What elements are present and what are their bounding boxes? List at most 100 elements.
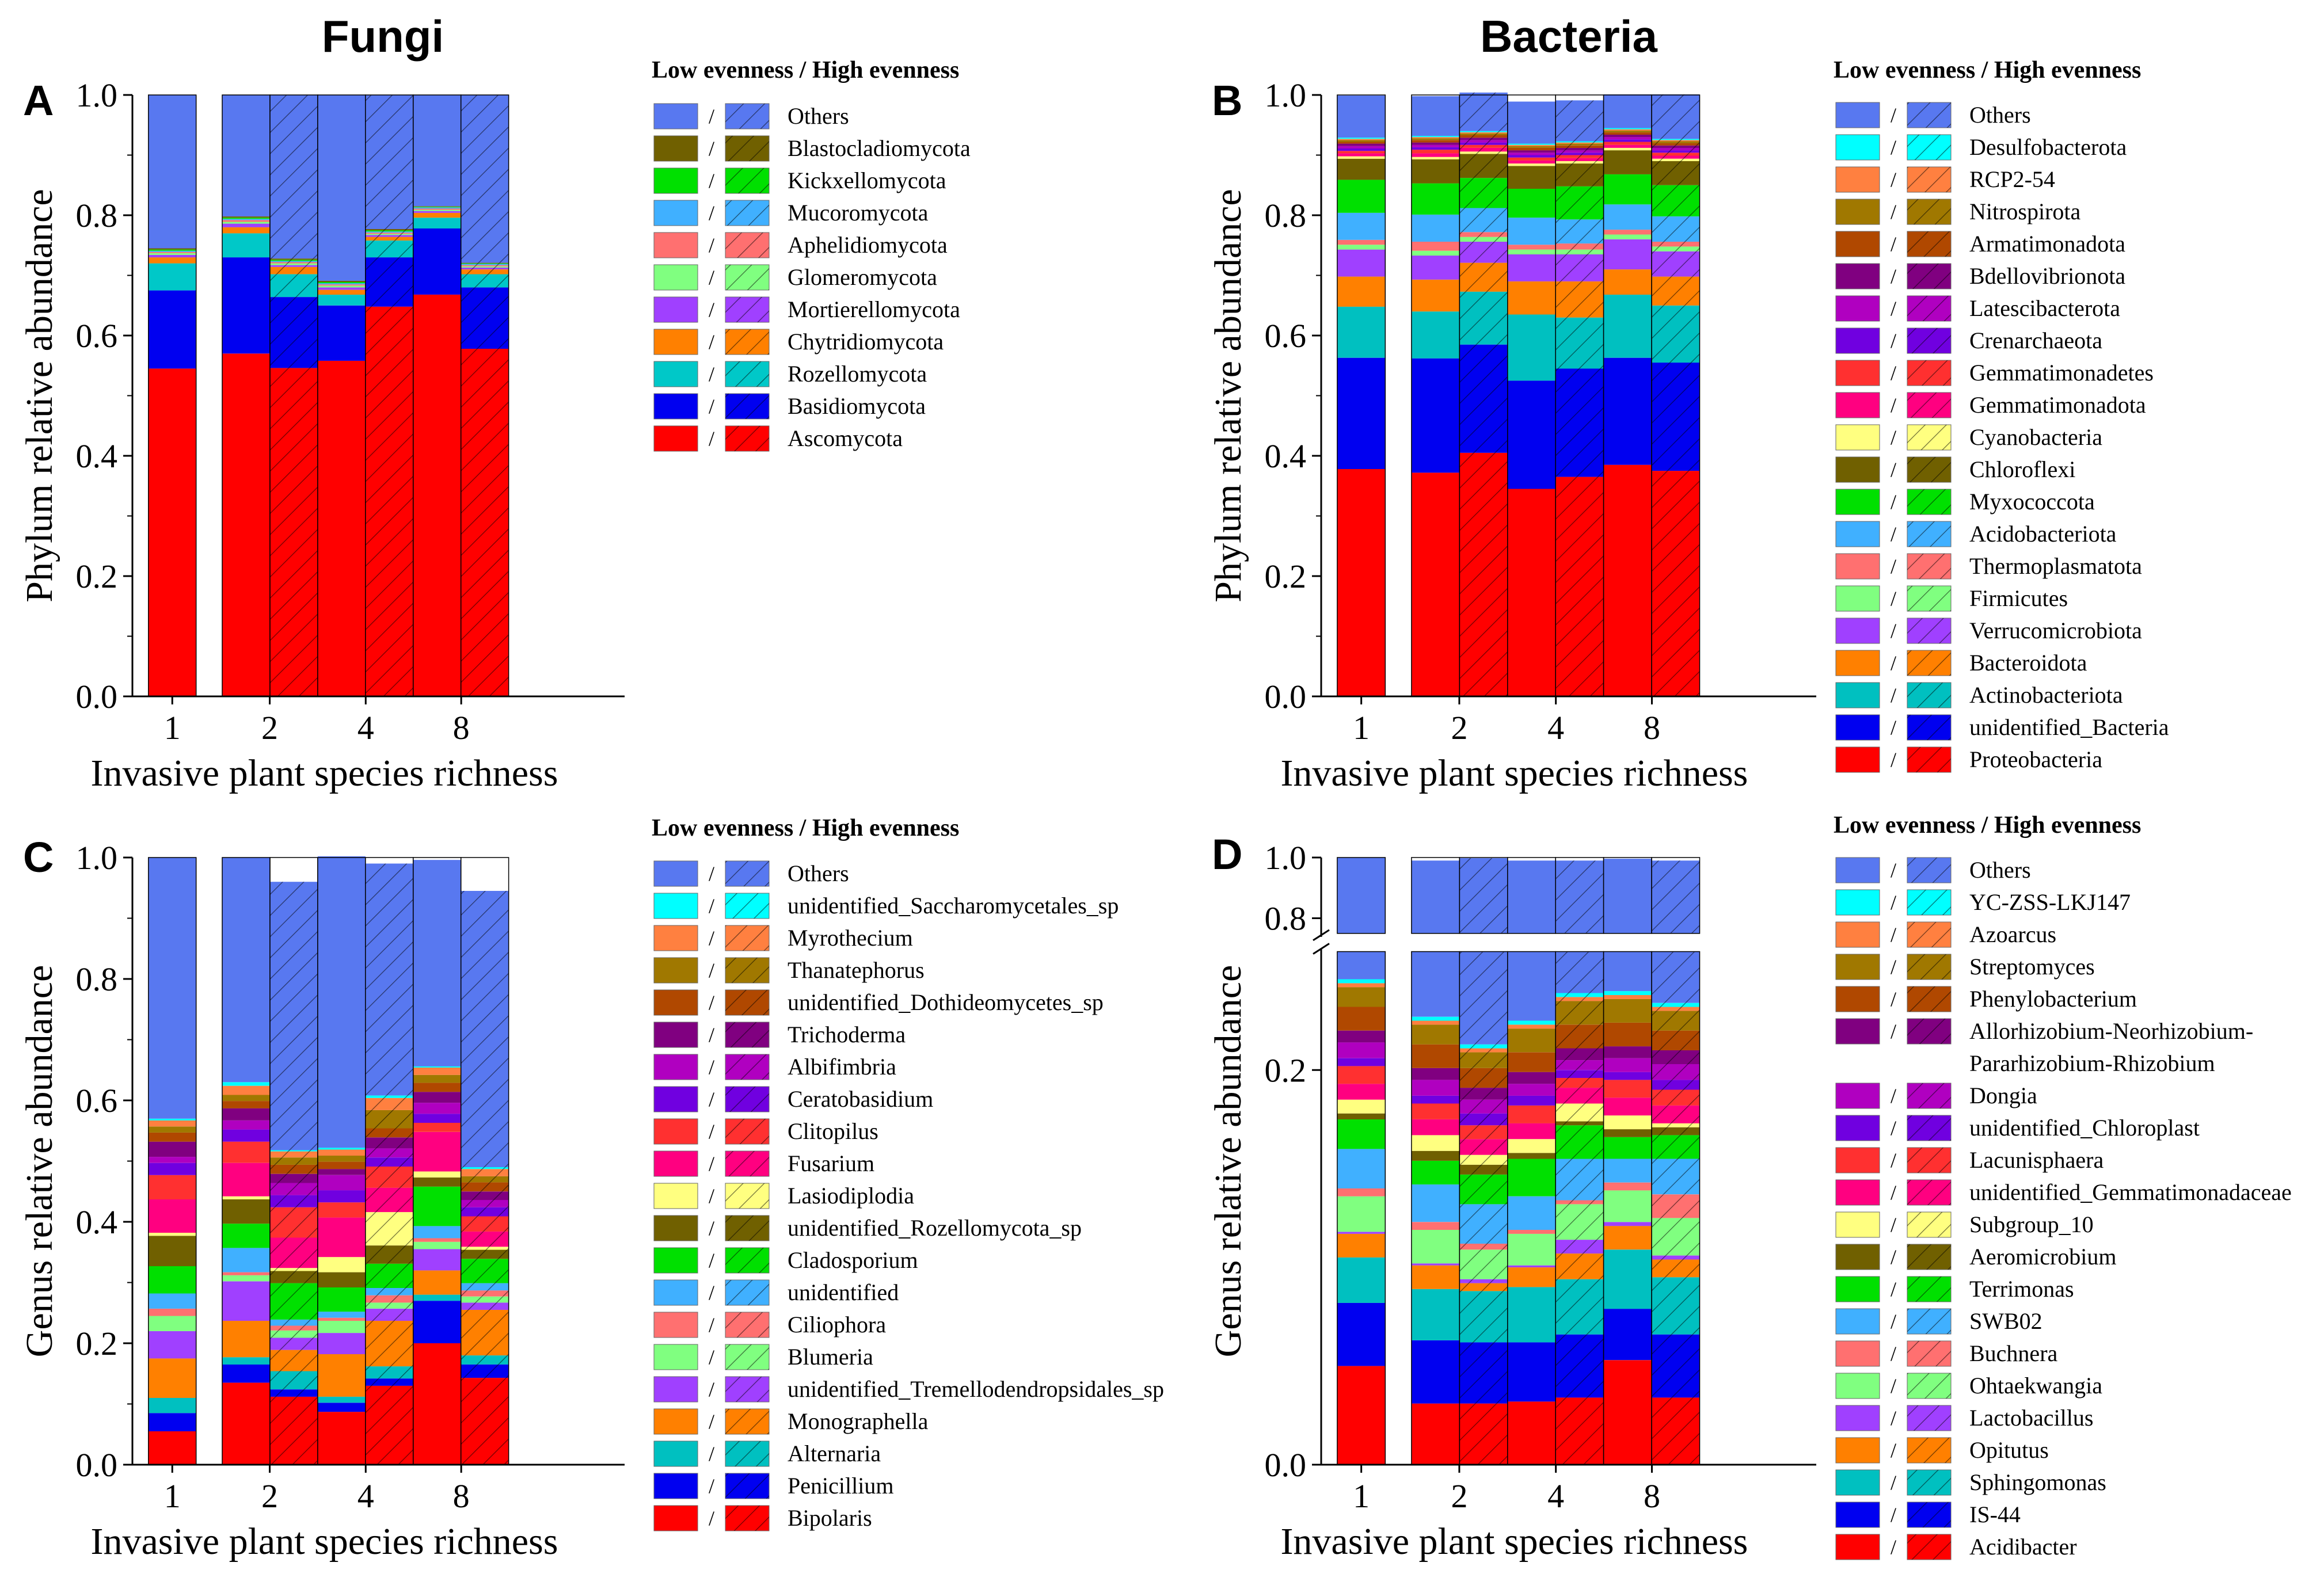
legend-label-unidentified-rozellomycota-sp: unidentified_Rozellomycota_sp xyxy=(788,1215,1082,1241)
hatch-overlay xyxy=(1459,154,1508,178)
hatch-overlay xyxy=(1555,100,1604,142)
hatch-overlay xyxy=(1652,1334,1700,1398)
hatch-overlay xyxy=(461,1290,509,1297)
legend-swatch-low-unidentified-chloroplast xyxy=(1835,1115,1880,1141)
x-tick-label: 4 xyxy=(1547,709,1564,746)
bar-segment-b-crenarchaeota-8-low xyxy=(1603,139,1652,142)
legend-label-bacteroidota: Bacteroidota xyxy=(1969,650,2087,676)
hatch-overlay xyxy=(1907,1309,1951,1334)
bar-segment-d-ohtaekwangia-1-low xyxy=(1337,1196,1386,1232)
x-axis-title: Invasive plant species richness xyxy=(1280,752,1748,794)
hatch-overlay xyxy=(1555,143,1604,146)
legend-swatch-low-myrothecium xyxy=(653,925,698,951)
hatch-overlay xyxy=(1907,1502,1951,1527)
legend-label-sphingomonas: Sphingomonas xyxy=(1969,1469,2106,1495)
hatch-overlay xyxy=(461,1302,509,1310)
x-axis-title: Invasive plant species richness xyxy=(90,1521,558,1563)
hatch-overlay xyxy=(1459,135,1508,138)
legend-swatch-low-yc-zss-lkj147 xyxy=(1835,889,1880,916)
legend-separator: / xyxy=(1891,200,1896,223)
bar-segment-c-fusarium-1-low xyxy=(148,1199,196,1233)
bar-segment-b-nitrospirota-2-low xyxy=(1411,138,1460,140)
bar-segment-d-phenylobacterium-2-low xyxy=(1411,1044,1460,1068)
bar-segment-d-ohtaekwangia-2-low xyxy=(1411,1230,1460,1264)
legend-separator: / xyxy=(1891,136,1896,159)
hatch-overlay xyxy=(1555,1121,1604,1126)
legend-label-bipolaris: Bipolaris xyxy=(788,1505,872,1531)
hatch-overlay xyxy=(725,361,769,387)
hatch-overlay xyxy=(1652,1011,1700,1031)
hatch-overlay xyxy=(270,1330,318,1338)
hatch-overlay xyxy=(1555,997,1604,1001)
hatch-overlay xyxy=(1907,1212,1951,1237)
bar-segment-b-thermoplasmatota-8-low xyxy=(1603,230,1652,235)
hatch-overlay xyxy=(270,1195,318,1207)
bar-segment-b-acidobacteriota-1-low xyxy=(1337,212,1386,240)
bar-segment-c-thanatephorus-1-low xyxy=(148,1126,196,1133)
legend-separator: / xyxy=(709,234,714,257)
bar-segment-d-opitutus-4-low xyxy=(1507,1267,1556,1287)
bar-segment-a-basidiomycota-2-low xyxy=(222,257,270,354)
hatch-overlay xyxy=(1907,554,1951,579)
hatch-overlay xyxy=(270,1396,318,1465)
bar-segment-b-crenarchaeota-4-low xyxy=(1507,155,1556,158)
y-tick-label: 0.8 xyxy=(76,197,118,234)
bar-segment-b-latescibacterota-4-low xyxy=(1507,153,1556,155)
legend-swatch-low-terrimonas xyxy=(1835,1276,1880,1302)
hatch-overlay xyxy=(365,1187,413,1213)
hatch-overlay xyxy=(1907,489,1951,515)
legend-label-others: Others xyxy=(788,860,849,886)
bar-segment-a-blastocladiomycota-8-low xyxy=(413,206,461,207)
legend-label-penicillium: Penicillium xyxy=(788,1473,893,1499)
hatch-overlay xyxy=(1459,1068,1508,1088)
bar-segment-d-others-1-low xyxy=(1337,951,1386,980)
hatch-overlay xyxy=(1555,1070,1604,1078)
legend-label-rozellomycota: Rozellomycota xyxy=(788,361,927,387)
legend-label-kickxellomycota: Kickxellomycota xyxy=(788,167,946,193)
y-tick-label: 0.0 xyxy=(76,678,118,715)
bar-segment-c-albifimbria-8-low xyxy=(413,1103,461,1114)
panel-label-d: D xyxy=(1212,830,1242,878)
hatch-overlay xyxy=(1459,1113,1508,1126)
legend-label-verrucomicrobiota: Verrucomicrobiota xyxy=(1969,618,2142,643)
x-tick-label: 4 xyxy=(357,709,374,746)
bar-segment-c-unidentified-tremellodendropsidales-sp-2-low xyxy=(222,1281,270,1321)
bar-segment-c-unidentified-dothideomycetes-sp-4-low xyxy=(317,1161,366,1169)
bar-segment-c-ceratobasidium-8-low xyxy=(413,1114,461,1123)
legend-separator: / xyxy=(1891,716,1896,739)
bar-segment-b-unidentified-bacteria-2-low xyxy=(1411,358,1460,473)
hatch-overlay xyxy=(270,265,318,267)
legend-separator: / xyxy=(1891,891,1896,914)
hatch-overlay xyxy=(725,297,769,322)
bar-segment-c-unidentified-dothideomycetes-sp-8-low xyxy=(413,1083,461,1092)
bar-segment-a-mortierellomycota-4-low xyxy=(317,287,366,290)
x-tick-label: 1 xyxy=(164,1477,181,1515)
bar-segment-c-unidentified-1-low xyxy=(148,1293,196,1309)
hatch-overlay xyxy=(270,1183,318,1195)
hatch-overlay xyxy=(365,1245,413,1264)
hatch-overlay xyxy=(725,990,769,1015)
hatch-overlay xyxy=(1907,521,1951,547)
legend-swatch-low-gemmatimonadetes xyxy=(1835,360,1880,386)
bar-segment-a-kickxellomycota-1-low xyxy=(148,249,196,251)
bar-segment-d-others-4-low xyxy=(1507,860,1556,933)
hatch-overlay xyxy=(1652,246,1700,251)
legend-label-cyanobacteria: Cyanobacteria xyxy=(1969,424,2102,450)
legend-label-phenylobacterium: Phenylobacterium xyxy=(1969,986,2137,1012)
y-tick-label: 0.2 xyxy=(76,558,118,595)
bar-segment-a-aphelidiomycota-2-low xyxy=(222,220,270,222)
hatch-overlay xyxy=(1652,94,1700,139)
hatch-overlay xyxy=(365,1321,413,1367)
bar-segment-d-buchnera-4-low xyxy=(1507,1230,1556,1234)
bar-segment-d-unidentified-gemmatimonadaceae-4-low xyxy=(1507,1123,1556,1140)
bar-segment-a-glomeromycota-2-low xyxy=(222,222,270,224)
legend-label-armatimonadota: Armatimonadota xyxy=(1969,231,2125,257)
legend-swatch-low-blastocladiomycota xyxy=(653,135,698,162)
hatch-overlay xyxy=(1652,139,1700,140)
legend-label-ohtaekwangia: Ohtaekwangia xyxy=(1969,1373,2102,1398)
legend-swatch-low-mucoromycota xyxy=(653,200,698,226)
bar-segment-d-streptomyces-4-low xyxy=(1507,1028,1556,1053)
hatch-overlay xyxy=(1652,185,1700,216)
legend-swatch-low-lactobacillus xyxy=(1835,1405,1880,1431)
bar-segment-d-swb02-4-low xyxy=(1507,1196,1556,1230)
